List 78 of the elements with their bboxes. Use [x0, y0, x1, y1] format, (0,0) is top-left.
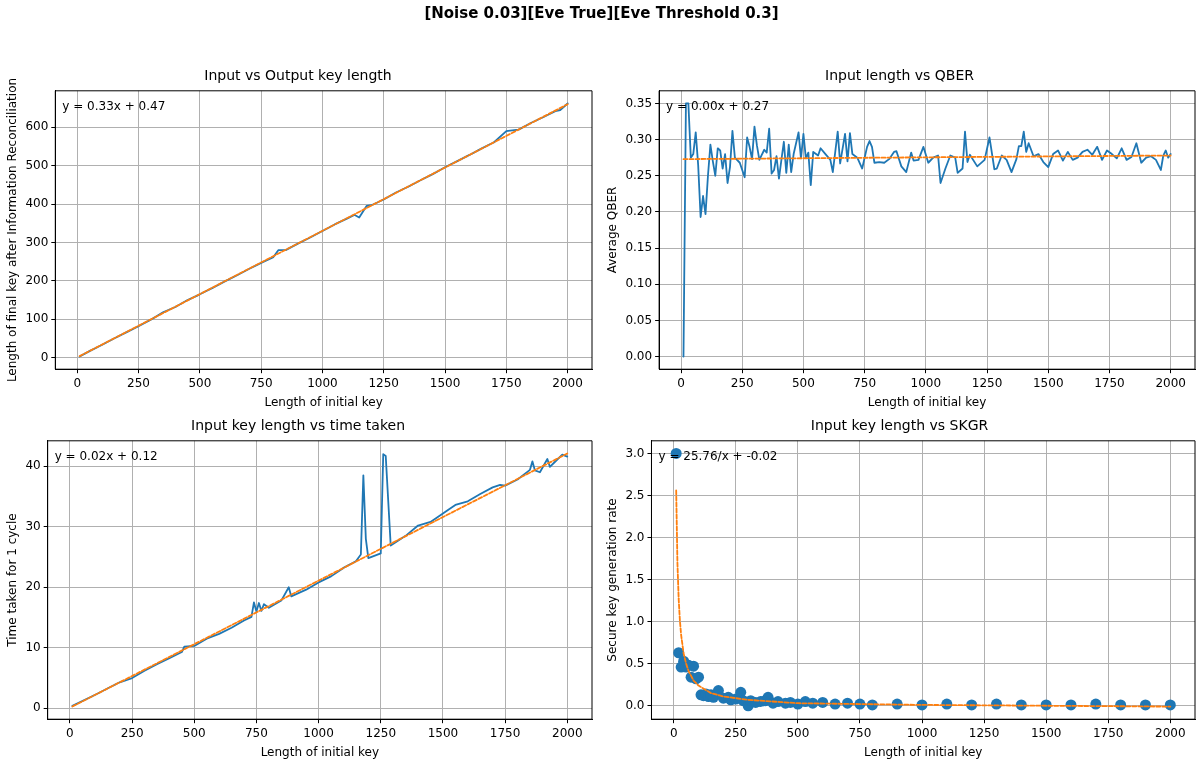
x-axis-title: Length of initial key — [260, 744, 380, 759]
chart-title: Input vs Output key length — [204, 67, 392, 84]
y-axis-title: Length of final key after Information Reconciliation — [5, 77, 20, 383]
x-tick-label: 2000 — [551, 725, 583, 740]
x-tick-label: 1500 — [1030, 725, 1062, 740]
x-tick-label: 0 — [66, 725, 74, 740]
y-tick-label: 10 — [25, 639, 41, 654]
x-tick-label: 2000 — [1155, 725, 1186, 740]
y-tick-label: 0.30 — [625, 131, 653, 146]
x-tick-label: 1750 — [1094, 375, 1125, 390]
x-axis-title: Length of initial key — [867, 394, 987, 409]
y-tick-label: 0.0 — [625, 697, 645, 712]
y-tick-label: 2.5 — [625, 487, 645, 502]
x-tick-label: 1500 — [429, 375, 461, 390]
y-tick-label: 0.25 — [625, 167, 653, 182]
x-tick-label: 1000 — [906, 725, 938, 740]
x-tick-label: 1000 — [910, 375, 942, 390]
x-tick-label: 0 — [677, 375, 685, 390]
y-tick-label: 0.20 — [625, 204, 653, 219]
chart-title: Input key length vs time taken — [190, 417, 406, 434]
x-tick-label: 750 — [853, 375, 877, 390]
y-tick-label: 2.0 — [625, 529, 645, 544]
y-tick-label: 30 — [25, 518, 41, 533]
y-tick-label: 200 — [25, 273, 49, 288]
x-tick-label: 1000 — [303, 725, 334, 740]
x-tick-label: 1500 — [1032, 375, 1064, 390]
x-tick-label: 1500 — [427, 725, 459, 740]
x-axis-title: Length of initial key — [864, 744, 983, 759]
y-tick-label: 1.0 — [625, 613, 645, 628]
x-tick-label: 1250 — [971, 375, 1003, 390]
x-tick-label: 2000 — [1155, 375, 1186, 390]
chart-title: Input key length vs SKGR — [810, 417, 989, 434]
y-tick-label: 0 — [33, 700, 41, 715]
x-tick-label: 500 — [786, 725, 810, 740]
y-tick-label: 0.35 — [625, 95, 653, 110]
y-tick-label: 1.5 — [625, 571, 645, 586]
x-tick-label: 0 — [669, 725, 678, 740]
y-tick-label: 0.05 — [625, 312, 653, 327]
x-tick-label: 1750 — [491, 375, 522, 390]
y-tick-label: 500 — [25, 157, 49, 172]
x-tick-label: 1250 — [368, 375, 399, 390]
x-tick-label: 250 — [127, 375, 150, 390]
y-tick-label: 0.15 — [625, 240, 653, 255]
x-tick-label: 750 — [244, 725, 268, 740]
y-tick-label: 0 — [40, 349, 49, 364]
annotation: y = 0.33x + 0.47 — [62, 98, 166, 113]
x-tick-label: 1250 — [365, 725, 397, 740]
x-tick-label: 500 — [791, 375, 815, 390]
x-tick-label: 500 — [188, 375, 212, 390]
x-axis-title: Length of initial key — [264, 394, 383, 409]
chart-title: Input length vs QBER — [824, 67, 975, 84]
y-tick-label: 100 — [25, 311, 49, 326]
y-tick-label: 400 — [25, 196, 49, 211]
x-tick-label: 0 — [73, 375, 82, 390]
x-tick-label: 250 — [724, 725, 748, 740]
y-axis-title: Time taken for 1 cycle — [5, 513, 20, 648]
x-tick-label: 500 — [182, 725, 206, 740]
chart-subtitle: [Noise 0.03][Eve True][Eve Threshold 0.3] — [423, 4, 780, 22]
y-tick-label: 20 — [25, 579, 41, 594]
x-tick-label: 1250 — [968, 725, 1000, 740]
y-axis-title: Secure key generation rate — [605, 498, 620, 662]
x-tick-label: 250 — [120, 725, 144, 740]
y-tick-label: 300 — [25, 234, 49, 249]
annotation: y = 0.02x + 0.12 — [54, 448, 158, 463]
y-tick-label: 0.10 — [625, 276, 653, 291]
x-tick-label: 1750 — [1092, 725, 1124, 740]
x-tick-label: 1000 — [307, 375, 338, 390]
y-tick-label: 40 — [25, 458, 41, 473]
y-tick-label: 600 — [25, 119, 49, 134]
y-axis-title: Average QBER — [605, 186, 620, 274]
x-tick-label: 750 — [848, 725, 872, 740]
y-tick-label: 3.0 — [625, 445, 645, 460]
x-tick-label: 750 — [249, 375, 273, 390]
y-tick-label: 0.00 — [625, 348, 653, 363]
x-tick-label: 250 — [730, 375, 754, 390]
x-tick-label: 1750 — [489, 725, 521, 740]
y-tick-label: 0.5 — [625, 655, 645, 670]
x-tick-label: 2000 — [552, 375, 583, 390]
